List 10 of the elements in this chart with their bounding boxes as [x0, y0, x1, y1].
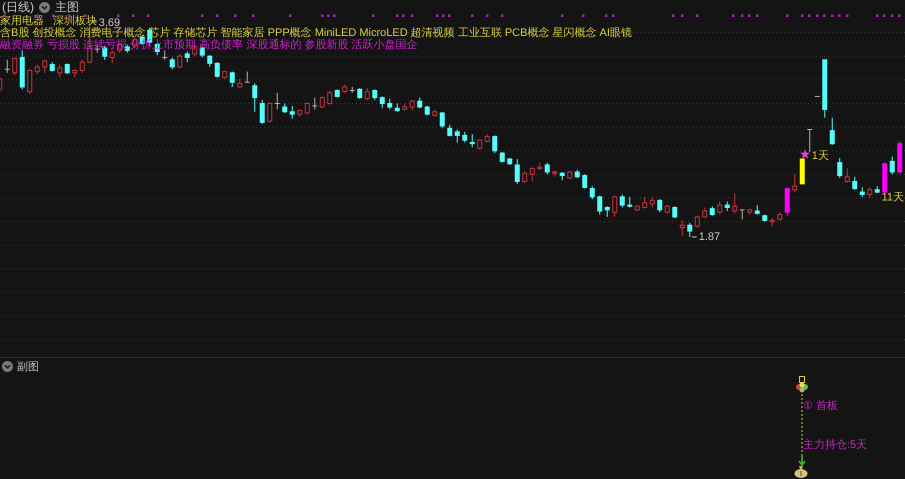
- candlestick: [290, 105, 295, 120]
- chart-title: (日线): [2, 0, 34, 15]
- text: 1.87: [698, 231, 720, 243]
- text: 副图: [17, 360, 39, 374]
- text: 1天: [812, 150, 829, 162]
- text: ① 首板: [803, 399, 838, 413]
- text: 11天: [882, 191, 904, 204]
- chart-subtitle: 主图: [55, 0, 79, 15]
- text: 主力持仓:5天: [803, 438, 868, 452]
- candlestick: [274, 92, 280, 110]
